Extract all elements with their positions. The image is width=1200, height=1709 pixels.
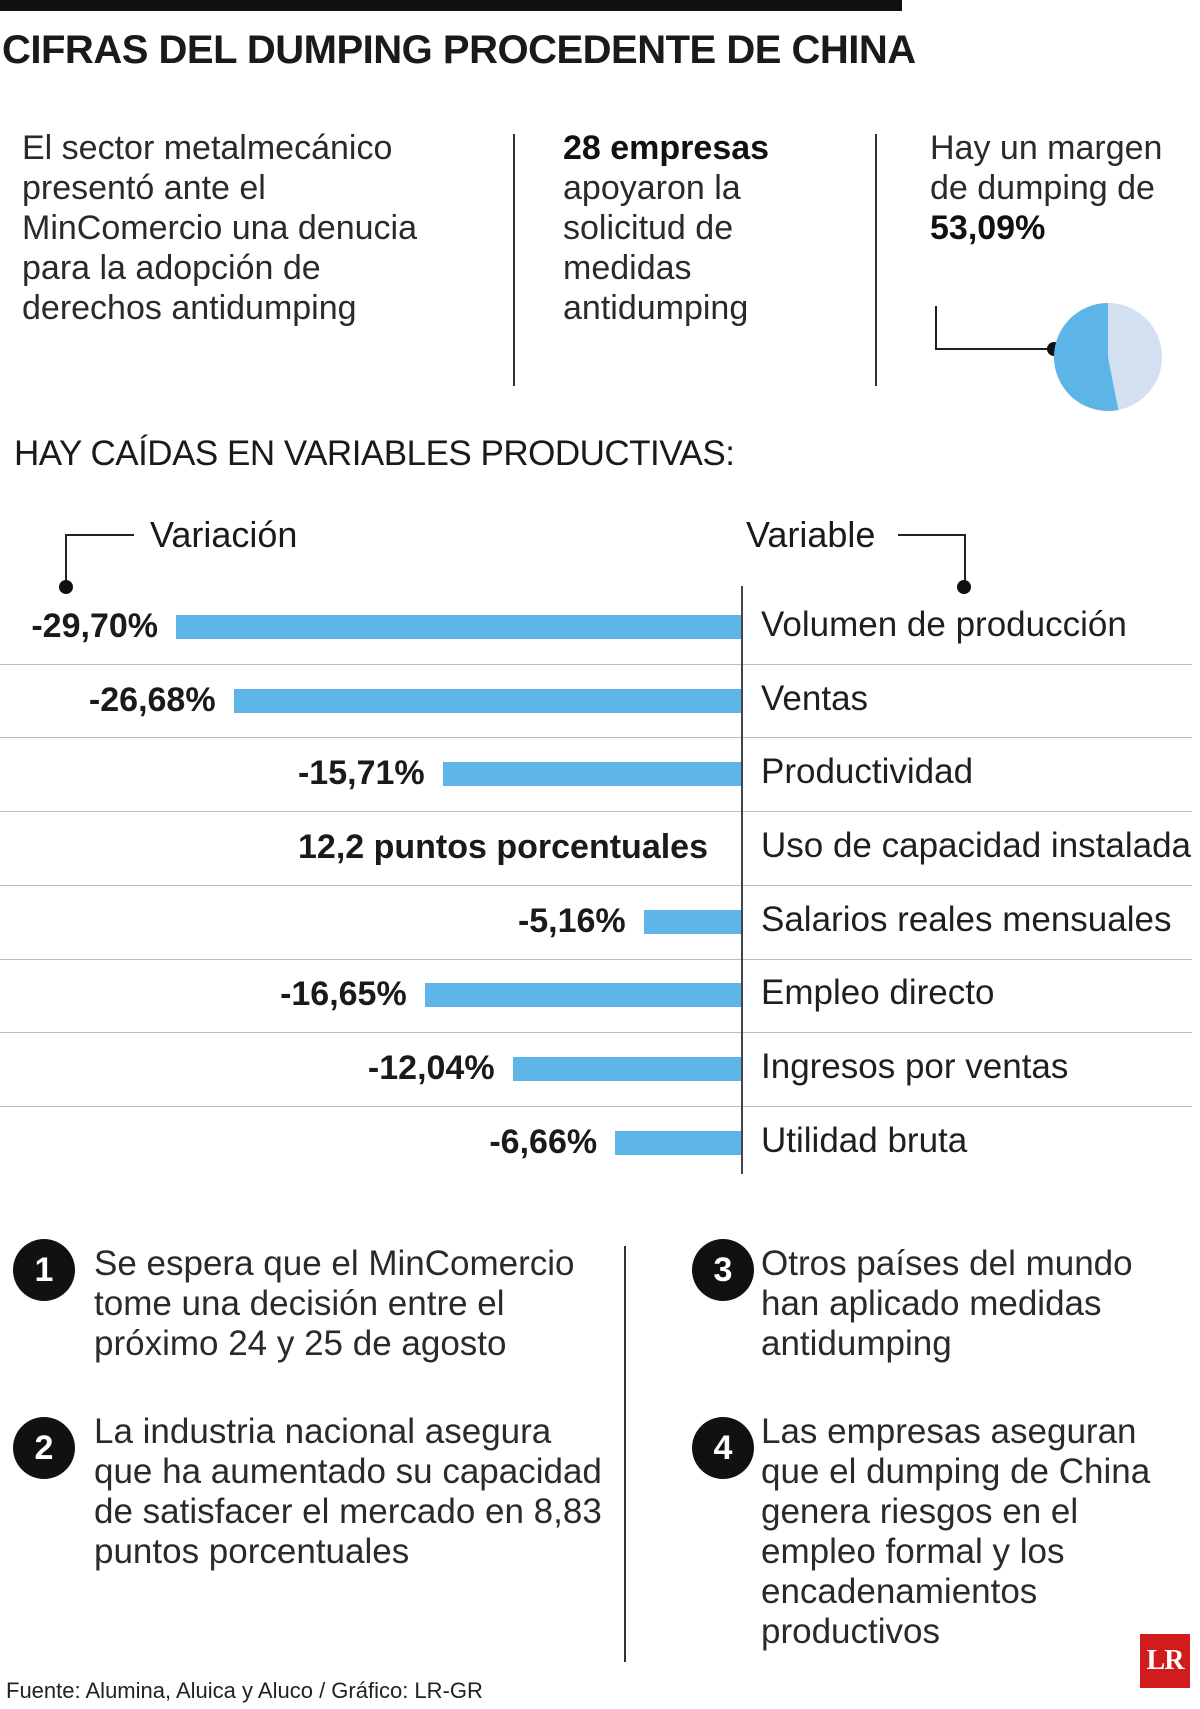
intro-col-3-text: Hay un margen de dumping de bbox=[930, 129, 1163, 207]
row-separator bbox=[0, 885, 1192, 886]
data-label: -5,16% bbox=[517, 901, 626, 940]
data-label: 12,2 puntos porcentuales bbox=[298, 827, 708, 866]
note-3-text: Otros países del mundo han aplicado medi… bbox=[761, 1244, 1133, 1363]
intro-col-3-bold: 53,09% bbox=[930, 209, 1046, 247]
category-label: Utilidad bruta bbox=[761, 1120, 968, 1160]
pie-connector bbox=[935, 306, 1054, 350]
variacion-dot bbox=[59, 580, 73, 594]
intro-col-2-bold: 28 empresas bbox=[563, 129, 770, 167]
variable-header: Variable bbox=[746, 514, 876, 555]
chart-bar bbox=[424, 983, 742, 1008]
chart-bar bbox=[442, 762, 742, 787]
pie-slice-rest bbox=[1108, 303, 1162, 410]
intro-col-2-text: apoyaron la solicitud de medidas antidum… bbox=[563, 169, 749, 327]
note-4-number: 4 bbox=[692, 1417, 754, 1479]
chart-bar bbox=[615, 1130, 742, 1155]
category-label: Ventas bbox=[761, 678, 869, 718]
intro-divider-1 bbox=[513, 134, 515, 386]
category-label: Productividad bbox=[761, 752, 974, 792]
intro-divider-2 bbox=[875, 134, 877, 386]
chart-bar bbox=[643, 909, 742, 934]
row-separator bbox=[0, 811, 1192, 812]
dumping-margin-pie bbox=[935, 303, 1162, 411]
note-2-text: La industria nacional asegura que ha aum… bbox=[94, 1412, 602, 1571]
data-label: -15,71% bbox=[297, 754, 425, 793]
notes-divider bbox=[624, 1246, 626, 1662]
variacion-header: Variación bbox=[150, 514, 298, 555]
category-label: Ingresos por ventas bbox=[761, 1047, 1069, 1087]
pie-slices bbox=[1054, 303, 1162, 411]
lr-logo: LR bbox=[1140, 1634, 1190, 1688]
page-title: CIFRAS DEL DUMPING PROCEDENTE DE CHINA bbox=[2, 28, 916, 72]
note-1-number: 1 bbox=[13, 1239, 75, 1301]
variacion-connector bbox=[65, 534, 134, 588]
row-separator bbox=[0, 959, 1192, 960]
data-label: -12,04% bbox=[367, 1049, 495, 1088]
intro-col-3: Hay un margen de dumping de 53,09% bbox=[930, 128, 1170, 248]
chart-axis bbox=[741, 586, 743, 1174]
chart-bar bbox=[176, 614, 742, 639]
row-separator bbox=[0, 1106, 1192, 1107]
row-separator bbox=[0, 737, 1192, 738]
note-4-text: Las empresas aseguran que el dumping de … bbox=[761, 1412, 1151, 1651]
row-separator bbox=[0, 1032, 1192, 1033]
variable-connector bbox=[898, 534, 966, 588]
intro-col-2: 28 empresas apoyaron la solicitud de med… bbox=[563, 128, 863, 328]
pie-slice-dumping bbox=[1054, 303, 1119, 411]
note-3-number: 3 bbox=[692, 1239, 754, 1301]
category-label: Salarios reales mensuales bbox=[761, 899, 1172, 939]
data-label: -29,70% bbox=[31, 606, 158, 645]
variable-dot bbox=[957, 580, 971, 594]
top-rule bbox=[0, 0, 902, 11]
data-label: -16,65% bbox=[280, 975, 407, 1014]
category-label: Volumen de producción bbox=[761, 604, 1127, 644]
note-2-number: 2 bbox=[13, 1417, 75, 1479]
chart-bar bbox=[512, 1057, 742, 1082]
data-label: -6,66% bbox=[489, 1122, 598, 1161]
data-label: -26,68% bbox=[88, 680, 216, 719]
intro-col-1: El sector metalmecánico presentó ante el… bbox=[22, 129, 417, 327]
category-label: Uso de capacidad instalada bbox=[761, 825, 1192, 865]
chart-bar bbox=[233, 688, 742, 713]
category-label: Empleo directo bbox=[761, 973, 995, 1013]
note-1-text: Se espera que el MinComercio tome una de… bbox=[94, 1244, 575, 1363]
row-separator bbox=[0, 664, 1192, 665]
chart-subtitle: HAY CAÍDAS EN VARIABLES PRODUCTIVAS: bbox=[14, 434, 735, 473]
source-credit: Fuente: Alumina, Aluica y Aluco / Gráfic… bbox=[6, 1678, 483, 1703]
